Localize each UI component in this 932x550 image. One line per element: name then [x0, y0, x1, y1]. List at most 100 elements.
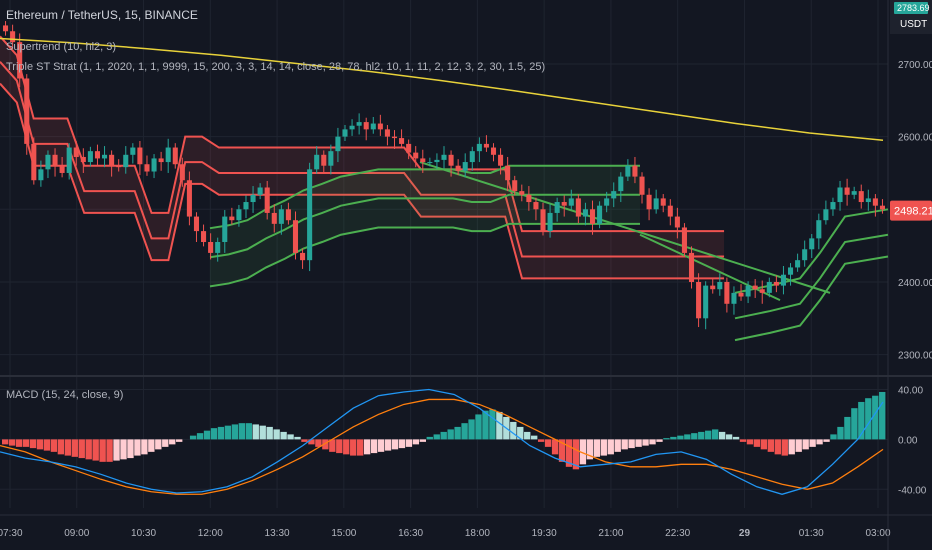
macd-hist-bar: [496, 411, 503, 440]
x-tick-label: 18:00: [465, 528, 490, 539]
macd-hist-bar: [600, 439, 607, 456]
macd-hist-bar: [725, 434, 733, 440]
x-tick-label: 22:30: [665, 528, 690, 539]
supertrend-green-line: [209, 164, 640, 230]
macd-hist-bar: [113, 439, 120, 461]
x-tick-label: 01:30: [799, 528, 824, 539]
macd-hist-bar: [120, 439, 127, 460]
candle-body: [434, 159, 440, 163]
candle-body: [151, 158, 157, 172]
macd-hist-bar: [816, 439, 823, 445]
macd-hist-bar: [621, 439, 628, 450]
macd-hist-bar: [551, 439, 559, 455]
macd-hist-bar: [308, 439, 315, 445]
macd-hist-bar: [649, 439, 656, 445]
macd-hist-bar: [705, 430, 712, 440]
macd-hist-bar: [377, 439, 385, 452]
x-tick-label: 10:30: [131, 528, 156, 539]
candle-body: [667, 205, 673, 217]
macd-hist-bar: [684, 434, 691, 440]
macd-hist-bar: [127, 439, 134, 459]
candle-body: [328, 151, 334, 166]
macd-hist-bar: [537, 439, 545, 442]
macd-hist-bar: [711, 429, 719, 440]
candle-body: [165, 147, 171, 163]
macd-hist-bar: [99, 439, 106, 462]
macd-hist-bar: [412, 439, 420, 445]
macd-hist-bar: [426, 436, 433, 440]
candle-body: [102, 154, 108, 159]
candle-body: [575, 198, 581, 217]
macd-hist-bar: [593, 439, 601, 457]
candle-body: [717, 281, 723, 290]
candle-body: [462, 162, 468, 171]
candle-body: [24, 78, 30, 144]
macd-hist-bar: [64, 439, 72, 456]
macd-hist-bar: [36, 439, 44, 450]
candle-body: [17, 42, 23, 79]
macd-hist-bar: [155, 439, 162, 450]
macd-hist-bar: [586, 439, 594, 460]
supertrend-red-fill: [0, 36, 725, 279]
candle-body: [441, 154, 447, 160]
candle-body: [349, 125, 355, 130]
supertrend-legend[interactable]: Supertrend (10, hl2, 3): [6, 41, 117, 53]
x-tick-label: 16:30: [398, 528, 423, 539]
macd-hist-bar: [454, 426, 461, 440]
candle-body: [243, 202, 249, 210]
candle-body: [391, 136, 398, 139]
y-tick-label: 2400.00: [898, 278, 932, 289]
candle-body: [186, 180, 192, 217]
candle-body: [865, 198, 871, 203]
macd-hist-bar: [315, 439, 322, 447]
candle-body: [278, 209, 284, 224]
macd-legend[interactable]: MACD (15, 24, close, 9): [6, 389, 124, 401]
candle-body: [802, 249, 808, 261]
candle-body: [582, 209, 588, 217]
candle-body: [370, 123, 376, 130]
candle-body: [307, 169, 313, 261]
candle-body: [10, 31, 16, 43]
x-tick-label: 29: [739, 528, 751, 539]
macd-hist-bar: [489, 409, 496, 440]
candle-body: [335, 136, 341, 152]
candle-body: [87, 151, 93, 163]
candle-body: [236, 209, 242, 221]
x-tick-label: 21:00: [598, 528, 623, 539]
candle-body: [611, 191, 617, 199]
macd-hist-bar: [614, 439, 621, 452]
candle-body: [688, 252, 695, 282]
macd-y-tick-label: -40.00: [898, 485, 927, 496]
macd-hist-bar: [196, 433, 204, 440]
macd-hist-bar: [29, 439, 37, 449]
macd-hist-bar: [865, 398, 872, 440]
macd-hist-bar: [224, 425, 232, 440]
trend-line: [419, 161, 831, 294]
macd-hist-bar: [245, 423, 252, 440]
candle-body: [773, 281, 779, 286]
strategy-legend[interactable]: Triple ST Strat (1, 1, 2020, 1, 1, 9999,…: [6, 61, 546, 73]
macd-hist-bar: [57, 439, 65, 455]
candle-body: [632, 165, 638, 177]
candle-body: [823, 209, 829, 221]
macd-hist-bar: [565, 439, 573, 467]
macd-hist-bar: [781, 439, 788, 456]
candle-body: [38, 169, 44, 181]
candle-body: [604, 198, 610, 206]
macd-hist-bar: [510, 421, 517, 440]
candle-body: [264, 187, 270, 213]
y-tick-label: 2300.00: [898, 351, 932, 362]
candle-body: [547, 212, 553, 232]
candle-body: [809, 238, 815, 250]
macd-y-tick-label: 0.00: [898, 435, 918, 446]
candle-body: [759, 289, 765, 293]
macd-hist-bar: [739, 439, 747, 442]
candle-body: [639, 176, 645, 195]
candle-body: [285, 209, 291, 221]
x-tick-label: 09:00: [64, 528, 89, 539]
candle-body: [660, 198, 666, 206]
candle-body: [597, 205, 603, 224]
macd-hist-bar: [384, 439, 392, 451]
candle-body: [844, 187, 850, 195]
